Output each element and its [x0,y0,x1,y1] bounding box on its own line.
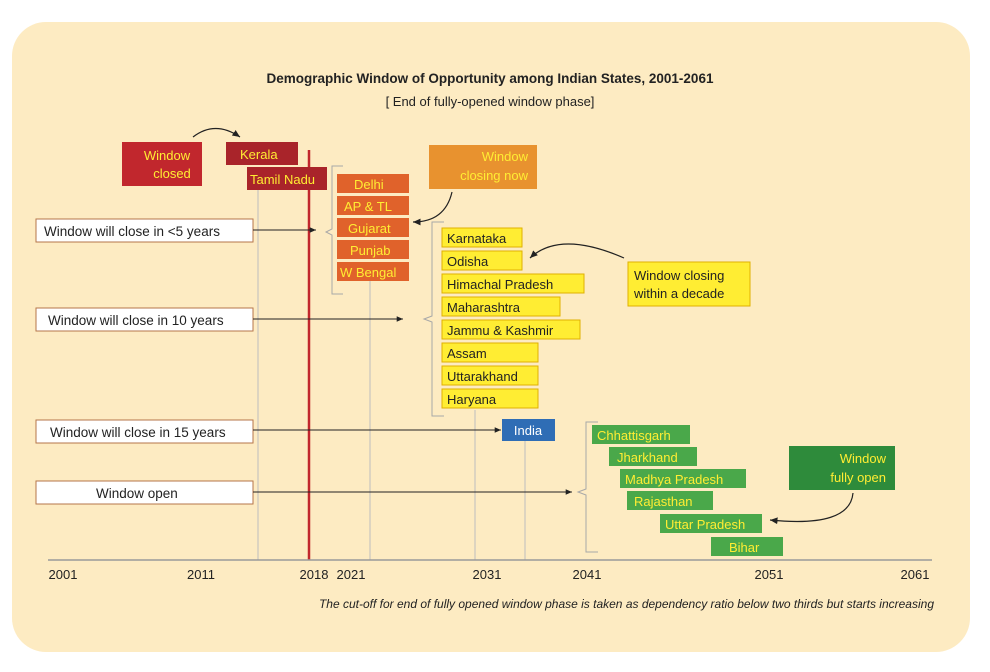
state-chhattisgarh [592,425,690,444]
state-maharashtra [441,296,561,317]
brace-decade [422,221,444,417]
state-w-bengal-label: W Bengal [340,265,396,280]
x-tick-2061: 2061 [901,567,930,582]
callout-decade-line2: within a decade [633,286,724,301]
x-tick-2021: 2021 [337,567,366,582]
india-label: India [514,423,543,438]
state-odisha [441,250,523,271]
state-punjab [337,240,409,259]
state-delhi-label: Delhi [354,177,384,192]
callout-closing-now-line2: closing now [460,168,529,183]
state-bihar [711,537,783,556]
india-marker [502,419,555,441]
state-uttar-pradesh-label: Uttar Pradesh [665,517,745,532]
arrow-closing-now [412,191,453,226]
category-15y-label: Window will close in 15 years [50,425,226,440]
state-assam [441,342,539,363]
state-jharkhand-label: Jharkhand [617,450,678,465]
state-w-bengal [337,262,409,281]
brace-open [576,421,598,553]
state-bihar-label: Bihar [729,540,760,555]
state-jammu-kashmir-label: Jammu & Kashmir [447,323,554,338]
state-kerala-label: Kerala [240,147,278,162]
x-tick-2031: 2031 [473,567,502,582]
callout-window-closed-line1: Window [144,148,191,163]
state-haryana [441,388,539,409]
state-gujarat-label: Gujarat [348,221,391,236]
arrow-fully-open [769,492,854,525]
callout-window-closed [122,142,202,186]
x-tick-2041: 2041 [573,567,602,582]
callout-window-closed-line2: closed [153,166,191,181]
state-uttarakhand [441,365,539,386]
x-tick-2051: 2051 [755,567,784,582]
state-kerala [226,142,298,165]
category-15y-box [35,419,254,444]
category-10y-label: Window will close in 10 years [48,313,224,328]
footnote: The cut-off for end of fully opened wind… [319,597,934,611]
state-delhi [337,174,409,193]
state-chhattisgarh-label: Chhattisgarh [597,428,671,443]
state-jammu-kashmir [441,319,581,340]
category-lt5-label: Window will close in <5 years [44,224,220,239]
state-gujarat [337,218,409,237]
state-maharashtra-label: Maharashtra [447,300,521,315]
state-tamil-nadu-label: Tamil Nadu [250,172,315,187]
callout-window-fully-open [789,446,895,490]
state-madhya-pradesh [620,469,746,488]
state-rajasthan [627,491,713,510]
arrow-decade [529,243,625,259]
state-uttar-pradesh [660,514,762,533]
brace-closing-now [324,165,343,295]
callout-window-closing-now [429,145,537,189]
state-assam-label: Assam [447,346,487,361]
state-karnataka-label: Karnataka [447,231,507,246]
state-punjab-label: Punjab [350,243,390,258]
callout-closing-now-line1: Window [482,149,529,164]
diagram-title: Demographic Window of Opportunity among … [267,71,714,86]
state-rajasthan-label: Rajasthan [634,494,693,509]
callout-window-closing-decade [627,261,751,307]
category-open-label: Window open [96,486,178,501]
x-tick-2001: 2001 [49,567,78,582]
state-ap-tl-label: AP & TL [344,199,392,214]
state-himachal-pradesh [441,273,585,294]
state-jharkhand [609,447,697,466]
state-tamil-nadu [247,167,327,190]
x-tick-2018: 2018 [300,567,329,582]
x-tick-2011: 2011 [187,567,215,582]
state-odisha-label: Odisha [447,254,489,269]
state-himachal-pradesh-label: Himachal Pradesh [447,277,553,292]
callout-decade-line1: Window closing [634,268,724,283]
state-madhya-pradesh-label: Madhya Pradesh [625,472,723,487]
callout-fully-open-line2: fully open [830,470,886,485]
callout-fully-open-line1: Window [840,451,887,466]
state-ap-tl [337,196,409,215]
state-uttarakhand-label: Uttarakhand [447,369,518,384]
arrow-closed-to-kerala [192,127,241,138]
diagram-subtitle: [ End of fully-opened window phase] [386,94,595,109]
state-haryana-label: Haryana [447,392,497,407]
state-karnataka [441,227,523,248]
